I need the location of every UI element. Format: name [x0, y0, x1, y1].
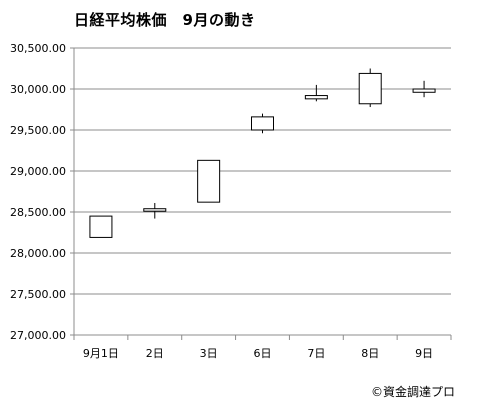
x-tick-label: 2日: [146, 347, 164, 360]
y-tick-label: 28,000.00: [10, 247, 66, 260]
candle-body: [358, 72, 382, 105]
y-tick-label: 28,500.00: [10, 206, 66, 219]
gridlines: [74, 47, 451, 295]
axis-labels: 27,000.00 27,500.00 28,000.00 28,500.00 29,0…: [10, 42, 433, 360]
x-tick-label: 9日: [415, 347, 433, 360]
candle-body: [197, 159, 221, 203]
candle-body: [143, 208, 167, 212]
candle: [358, 68, 382, 108]
candle: [251, 113, 274, 134]
y-tick-label: 27,500.00: [10, 288, 66, 301]
chart-title: 日経平均株価 9月の動き: [74, 11, 256, 29]
x-tick-label: 6日: [254, 347, 272, 360]
y-tick-label: 29,500.00: [10, 124, 66, 137]
copyright-text: ©資金調達プロ: [370, 385, 455, 399]
candle-body: [89, 215, 113, 238]
y-tick-label: 30,000.00: [10, 83, 66, 96]
candle: [304, 84, 328, 102]
candle-body: [251, 116, 274, 131]
y-tick-label: 27,000.00: [10, 329, 66, 342]
candle: [89, 215, 113, 238]
candle: [143, 202, 167, 219]
candle-body: [412, 88, 436, 93]
candle: [197, 159, 221, 203]
candle-body: [304, 95, 328, 100]
candle: [412, 80, 436, 98]
candles: [89, 68, 436, 238]
x-tick-label: 3日: [200, 347, 218, 360]
y-tick-label: 30,500.00: [10, 42, 66, 55]
axes: [70, 47, 452, 340]
x-tick-label: 9月1日: [83, 347, 119, 360]
y-tick-label: 29,000.00: [10, 165, 66, 178]
x-tick-label: 7日: [307, 347, 325, 360]
x-tick-label: 8日: [361, 347, 379, 360]
